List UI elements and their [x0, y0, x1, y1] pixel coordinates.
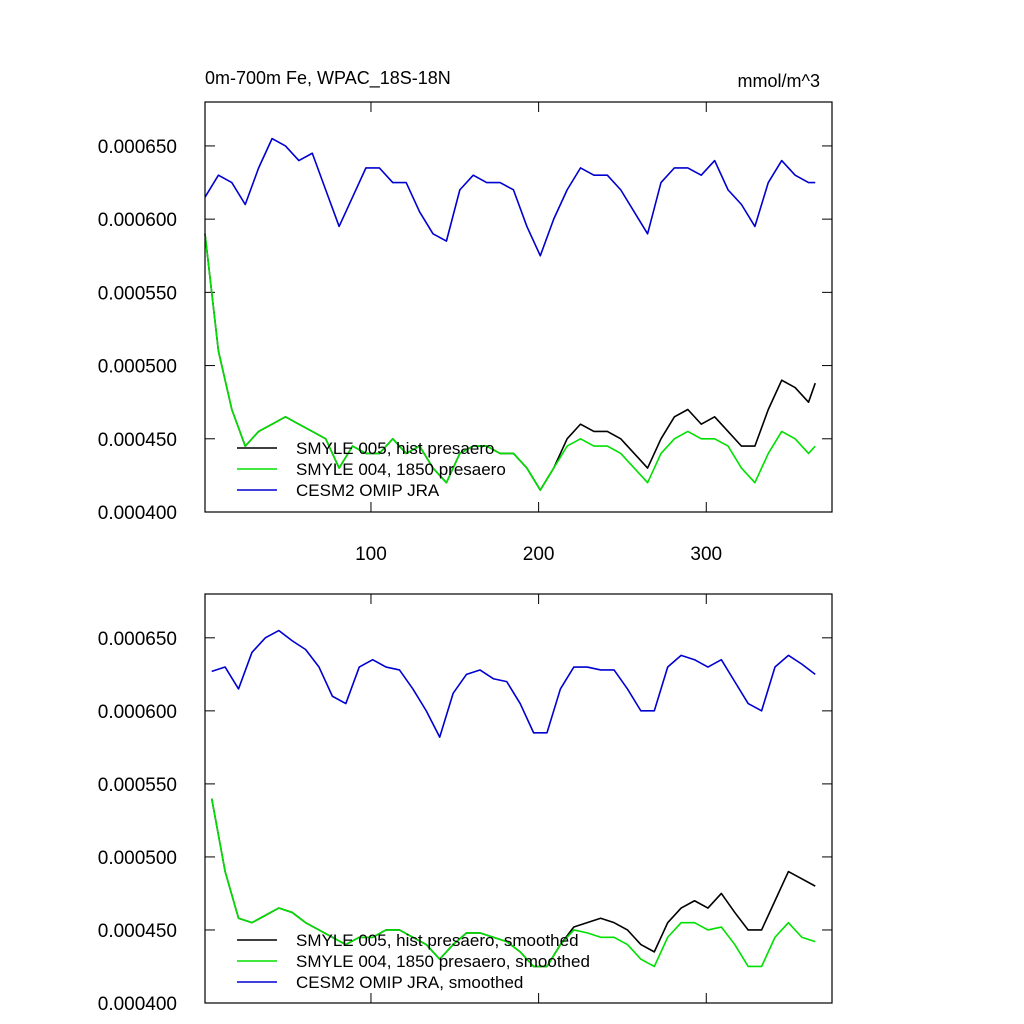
y-tick-label: 0.000500 — [98, 848, 177, 869]
legend-label: SMYLE 005, hist presaero — [296, 439, 494, 458]
x-tick-label: 200 — [523, 544, 555, 565]
y-tick-label: 0.000600 — [98, 210, 177, 231]
y-tick-label: 0.000500 — [98, 357, 177, 378]
y-tick-label: 0.000650 — [98, 629, 177, 650]
series-line — [211, 629, 816, 738]
series-line — [204, 137, 816, 257]
plot-frame — [204, 593, 833, 1004]
legend-label: CESM2 OMIP JRA — [296, 481, 440, 500]
legend-label: SMYLE 004, 1850 presaero, smoothed — [296, 952, 590, 971]
y-tick-label: 0.000450 — [98, 430, 177, 451]
legend-label: SMYLE 005, hist presaero, smoothed — [296, 931, 579, 950]
x-tick-label: 300 — [690, 544, 722, 565]
legend-label: CESM2 OMIP JRA, smoothed — [296, 973, 523, 992]
y-tick-label: 0.000400 — [98, 503, 177, 524]
units-label: mmol/m^3 — [738, 71, 820, 91]
y-tick-label: 0.000550 — [98, 775, 177, 796]
plot-frame — [204, 101, 833, 513]
legend-label: SMYLE 004, 1850 presaero — [296, 460, 506, 479]
y-tick-label: 0.000450 — [98, 921, 177, 942]
x-tick-label: 100 — [355, 544, 387, 565]
y-tick-label: 0.000600 — [98, 702, 177, 723]
y-tick-label: 0.000400 — [98, 994, 177, 1015]
series-line — [204, 233, 816, 491]
y-tick-label: 0.000650 — [98, 137, 177, 158]
series-line — [210, 798, 816, 968]
y-tick-label: 0.000550 — [98, 283, 177, 304]
chart-title: 0m-700m Fe, WPAC_18S-18N — [205, 68, 451, 89]
